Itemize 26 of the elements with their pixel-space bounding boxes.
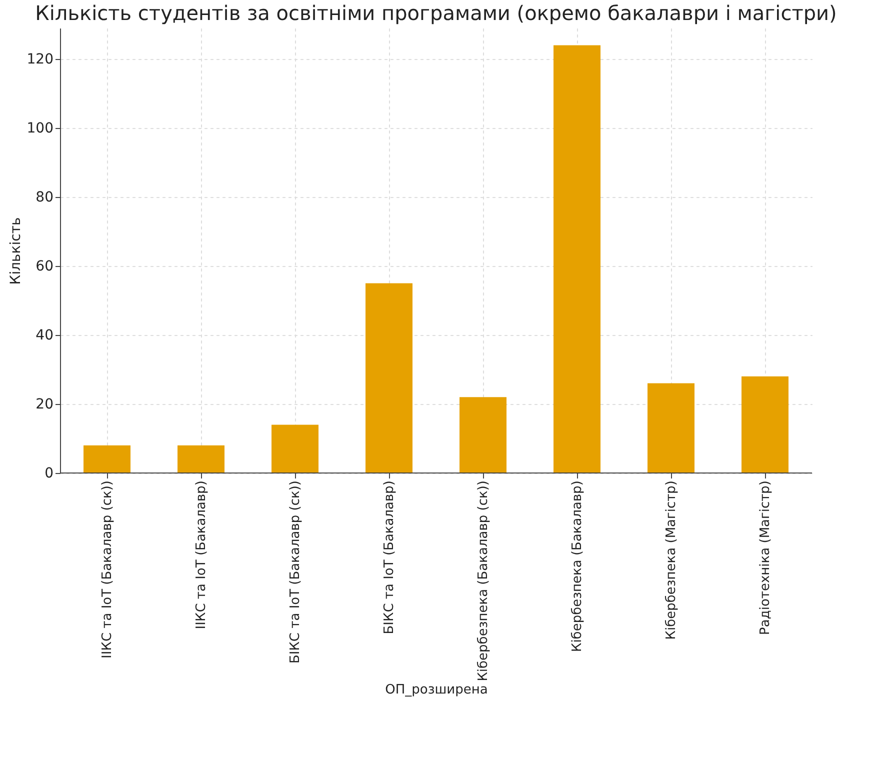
bar (272, 424, 318, 473)
bar (366, 283, 412, 473)
y-tick-label: 80 (36, 190, 54, 206)
x-tick-label: БІКС та IoT (Бакалавр) (382, 480, 397, 634)
x-tick-label: ІІКС та IoT (Бакалавр (ск)) (100, 480, 115, 658)
y-tick-label: 20 (36, 396, 54, 413)
y-tick-label: 100 (26, 120, 54, 137)
y-tick-label: 0 (44, 466, 54, 482)
x-tick-label: Кібербезпека (Бакалавр (ск)) (476, 480, 491, 682)
chart-title: Кількість студентів за освітніми програмами (окремо бакалаври і магістри) (35, 1, 837, 25)
bar (554, 45, 600, 473)
y-tick-label: 40 (36, 328, 54, 344)
bar (178, 445, 224, 473)
bar (742, 376, 788, 473)
x-axis-title: ОП_розширена (385, 682, 488, 698)
bar (460, 397, 506, 473)
y-axis-title: Кількість (8, 217, 24, 285)
y-tick-label: 120 (26, 52, 54, 68)
x-tick-label: ІІКС та IoT (Бакалавр) (194, 480, 209, 630)
bar (648, 383, 694, 473)
x-tick-label: Кібербезпека (Магістр) (664, 480, 679, 640)
y-tick-label: 60 (36, 258, 54, 275)
x-tick-label: Кібербезпека (Бакалавр) (570, 480, 585, 652)
x-tick-label: БІКС та IoT (Бакалавр (ск)) (288, 480, 303, 664)
x-tick-label: Радіотехніка (Магістр) (758, 480, 773, 635)
bar (84, 445, 130, 473)
